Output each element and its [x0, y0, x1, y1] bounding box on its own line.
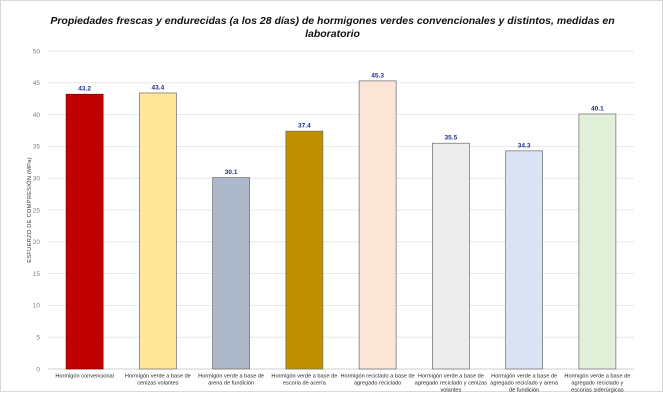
bar — [213, 178, 250, 369]
y-tick-label: 25 — [33, 207, 41, 214]
data-label: 34.3 — [518, 142, 531, 149]
data-label: 37.4 — [298, 123, 311, 130]
bar — [506, 151, 543, 369]
bar — [286, 131, 323, 369]
y-tick-label: 10 — [33, 303, 41, 310]
bar — [66, 94, 103, 369]
bar — [579, 114, 616, 369]
data-label: 35.5 — [445, 135, 458, 142]
y-tick-label: 5 — [36, 335, 40, 342]
data-label: 45.3 — [371, 72, 384, 79]
x-tick-label: Hormigón convencional — [55, 374, 113, 380]
bar — [432, 143, 469, 369]
y-tick-label: 45 — [33, 80, 41, 87]
y-tick-label: 30 — [33, 176, 41, 183]
bar — [359, 81, 396, 369]
y-tick-label: 40 — [33, 112, 41, 119]
y-tick-label: 15 — [33, 271, 41, 278]
bar — [139, 93, 176, 369]
data-label: 30.1 — [225, 169, 238, 176]
data-label: 43.2 — [78, 86, 91, 93]
y-tick-label: 20 — [33, 239, 41, 246]
data-label: 40.1 — [591, 105, 604, 112]
y-axis-title: ESFUERZO DE COMPRESIÓN (MPa) — [26, 157, 33, 262]
data-label: 43.4 — [152, 84, 165, 91]
y-tick-label: 50 — [33, 48, 41, 55]
y-tick-label: 0 — [36, 366, 40, 373]
y-tick-label: 35 — [33, 144, 41, 151]
